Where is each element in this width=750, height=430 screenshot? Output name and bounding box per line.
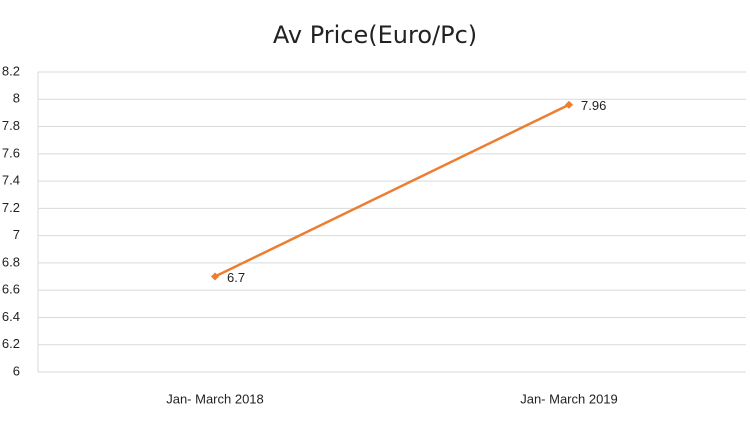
y-tick-label: 6.8 xyxy=(2,254,20,269)
y-tick-label: 7 xyxy=(13,227,20,242)
y-tick-label: 8.2 xyxy=(2,63,20,78)
y-tick-label: 7.6 xyxy=(2,145,20,160)
chart-title: Av Price(Euro/Pc) xyxy=(273,21,477,49)
y-tick-label: 7.4 xyxy=(2,173,20,188)
x-tick-label: Jan- March 2019 xyxy=(520,391,618,406)
marker xyxy=(211,272,219,281)
y-tick-label: 6.2 xyxy=(2,336,20,351)
series-line xyxy=(214,103,570,278)
marker xyxy=(565,100,573,109)
y-tick-label: 7.8 xyxy=(2,118,20,133)
y-tick-label: 8 xyxy=(13,91,20,106)
data-label: 6.7 xyxy=(227,270,245,285)
y-tick-label: 6.6 xyxy=(2,282,20,297)
y-tick-label: 6.4 xyxy=(2,309,20,324)
y-tick-label: 6 xyxy=(13,363,20,378)
data-label: 7.96 xyxy=(581,98,606,113)
y-tick-label: 7.2 xyxy=(2,200,20,215)
x-tick-label: Jan- March 2018 xyxy=(166,391,264,406)
